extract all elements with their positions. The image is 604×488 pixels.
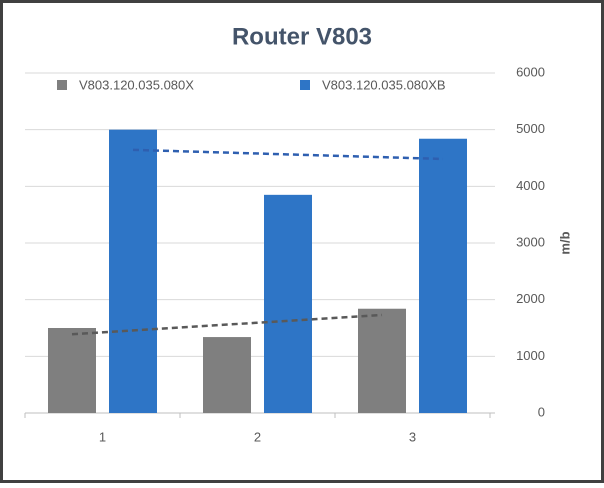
x-tick-label: 3 — [409, 429, 416, 444]
legend-swatch — [300, 80, 310, 90]
legend-swatch — [57, 80, 67, 90]
chart-title: Router V803 — [232, 23, 372, 50]
bar — [264, 194, 312, 413]
bar — [203, 337, 251, 413]
y-tick-label: 3000 — [516, 234, 545, 249]
y-tick-label: 5000 — [516, 121, 545, 136]
bar — [419, 138, 467, 413]
trendline — [132, 148, 444, 161]
x-tick-label: 2 — [254, 429, 261, 444]
y-tick-label: 6000 — [516, 64, 545, 79]
bar — [109, 129, 157, 413]
bar — [358, 308, 406, 413]
y-tick-label: 1000 — [516, 348, 545, 363]
legend-label: V803.120.035.080XB — [322, 77, 446, 92]
y-tick-label: 0 — [538, 404, 545, 419]
legend-label: V803.120.035.080X — [79, 77, 194, 92]
y-tick-label: 4000 — [516, 178, 545, 193]
x-tick-label: 1 — [99, 429, 106, 444]
y-tick-label: 2000 — [516, 291, 545, 306]
trendline — [71, 313, 383, 336]
bar — [48, 328, 96, 413]
y-axis-label: m/b — [557, 231, 572, 254]
